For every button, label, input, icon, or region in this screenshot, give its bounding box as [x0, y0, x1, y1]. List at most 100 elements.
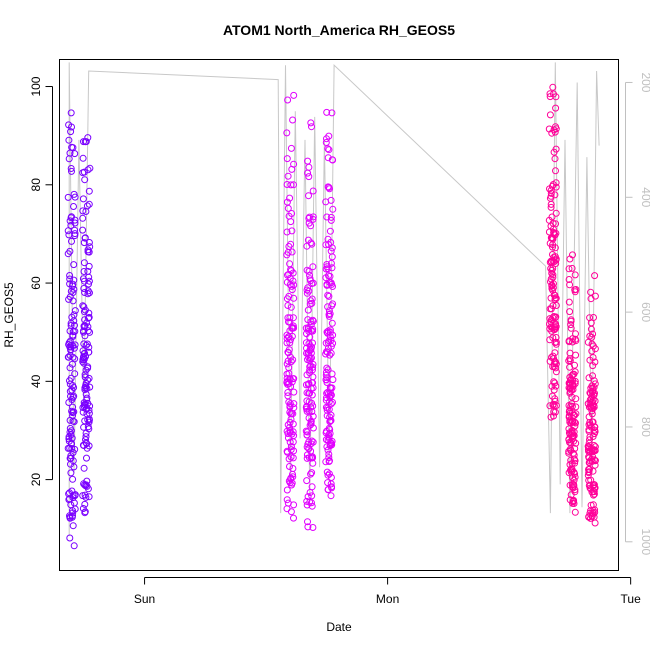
data-point — [549, 302, 557, 310]
data-point — [322, 403, 330, 411]
data-point — [323, 281, 331, 289]
data-point — [306, 333, 314, 341]
data-point — [84, 399, 92, 407]
data-point — [569, 335, 577, 343]
data-point — [547, 278, 554, 286]
data-point — [590, 481, 598, 489]
data-point — [546, 185, 553, 193]
data-point — [71, 370, 79, 378]
data-point — [285, 364, 293, 372]
data-point — [303, 428, 311, 436]
data-point — [309, 363, 317, 371]
data-point — [307, 470, 315, 478]
data-point — [85, 200, 93, 208]
data-point — [290, 375, 298, 383]
data-point — [587, 288, 595, 296]
data-point — [328, 109, 336, 117]
data-point — [287, 453, 295, 461]
data-point — [551, 155, 559, 163]
data-point — [82, 493, 90, 501]
data-point — [305, 219, 313, 227]
data-point — [584, 338, 592, 346]
data-point — [307, 454, 315, 462]
data-point — [67, 431, 75, 439]
data-point — [284, 172, 292, 180]
data-point — [322, 139, 330, 146]
data-point — [586, 465, 593, 473]
data-point — [80, 138, 87, 146]
data-point — [552, 179, 560, 187]
data-point — [305, 414, 313, 422]
data-point — [325, 292, 333, 300]
data-point — [587, 384, 595, 392]
data-point — [289, 324, 297, 332]
data-point — [79, 505, 87, 512]
y-axis-label: RH_GEOS5 — [2, 282, 16, 348]
data-point — [571, 508, 579, 516]
data-point — [552, 183, 560, 191]
data-point — [568, 264, 576, 272]
data-point — [552, 294, 560, 302]
data-point — [303, 371, 311, 379]
data-point — [567, 376, 575, 384]
data-point — [552, 340, 560, 348]
data-point — [589, 467, 597, 475]
data-point — [588, 513, 596, 520]
data-point — [303, 443, 311, 451]
data-point — [549, 334, 557, 342]
data-point — [70, 276, 78, 284]
data-point — [572, 351, 580, 359]
y2-tick-label: 400 — [639, 187, 650, 207]
data-point — [288, 227, 296, 235]
data-point — [67, 165, 75, 172]
data-point — [546, 90, 554, 98]
data-point — [327, 480, 335, 488]
y-tick-label: 80 — [29, 178, 43, 192]
data-point — [591, 345, 599, 353]
data-point — [552, 364, 560, 372]
data-point — [552, 93, 560, 101]
data-point — [571, 473, 579, 481]
data-point — [305, 163, 313, 171]
data-point — [571, 271, 579, 279]
data-point — [329, 376, 337, 384]
data-point — [309, 424, 317, 432]
data-point — [284, 248, 292, 256]
data-point — [283, 505, 291, 513]
series-2 — [283, 91, 337, 531]
data-point — [552, 104, 560, 112]
data-point — [67, 322, 75, 329]
data-point — [80, 328, 87, 336]
data-point — [323, 135, 330, 143]
data-point — [84, 166, 92, 174]
data-point — [308, 469, 316, 477]
data-point — [71, 307, 79, 315]
data-point — [309, 187, 317, 195]
data-point — [69, 382, 77, 389]
data-point — [323, 443, 331, 451]
data-point — [86, 243, 94, 251]
data-point — [68, 167, 75, 175]
data-point — [306, 489, 314, 496]
data-point — [81, 176, 89, 184]
data-point — [81, 332, 89, 340]
data-point — [81, 234, 89, 242]
data-point — [80, 303, 88, 311]
data-point — [80, 259, 88, 267]
data-point — [304, 518, 311, 526]
data-point — [550, 386, 558, 394]
data-point — [322, 265, 330, 273]
data-point — [81, 289, 89, 296]
data-point — [79, 226, 87, 234]
data-point — [68, 445, 76, 452]
data-point — [327, 440, 335, 447]
data-point — [66, 272, 74, 279]
data-point — [305, 445, 313, 453]
data-point — [80, 359, 88, 367]
data-point — [66, 343, 74, 351]
data-point — [568, 433, 576, 441]
data-point — [304, 440, 312, 448]
data-point — [329, 300, 337, 308]
data-point — [571, 459, 579, 467]
data-point — [565, 298, 573, 306]
